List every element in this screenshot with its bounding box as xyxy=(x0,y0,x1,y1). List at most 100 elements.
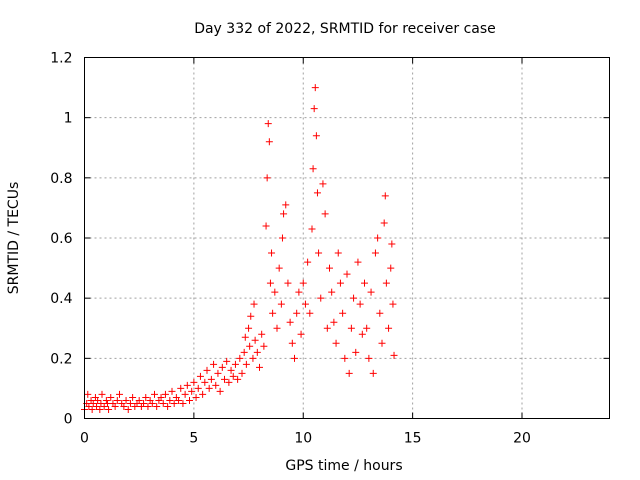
data-point-marker xyxy=(385,324,393,332)
data-point-marker xyxy=(326,264,333,272)
data-point-marker xyxy=(343,270,351,278)
data-point-marker xyxy=(97,399,105,407)
data-point-marker xyxy=(170,399,178,407)
data-point-marker xyxy=(286,318,294,326)
data-point-marker xyxy=(166,396,174,404)
data-point-marker xyxy=(275,264,283,272)
data-point-marker xyxy=(223,357,231,365)
y-tick-label: 0.8 xyxy=(50,171,72,187)
data-point-marker xyxy=(361,279,368,287)
data-point-marker xyxy=(164,402,172,410)
data-point-marker xyxy=(194,384,202,392)
data-point-marker xyxy=(262,222,270,230)
data-point-marker xyxy=(201,378,209,386)
data-point-marker xyxy=(389,300,397,308)
x-tick-label: 0 xyxy=(80,431,89,447)
chart-title: Day 332 of 2022, SRMTID for receiver cas… xyxy=(194,21,496,37)
data-point-marker xyxy=(358,330,366,338)
data-point-marker xyxy=(376,309,384,317)
data-point-marker xyxy=(293,309,301,317)
data-point-marker xyxy=(332,339,340,347)
data-point-marker xyxy=(264,120,272,128)
y-tick-label: 0.4 xyxy=(50,291,72,307)
data-point-marker xyxy=(238,369,246,377)
data-point-marker xyxy=(369,369,377,377)
data-point-marker xyxy=(142,393,150,401)
data-point-marker xyxy=(227,366,235,374)
data-point-marker xyxy=(107,393,115,401)
data-point-marker xyxy=(135,396,143,404)
data-point-marker xyxy=(280,210,288,218)
data-point-marker xyxy=(229,372,237,380)
data-point-marker xyxy=(251,336,259,344)
data-point-marker xyxy=(177,384,185,392)
data-point-marker xyxy=(102,396,110,404)
y-tick-label: 0.6 xyxy=(50,231,72,247)
axis-ticks xyxy=(84,57,610,419)
data-point-marker xyxy=(334,249,342,257)
data-point-marker xyxy=(277,300,285,308)
data-point-marker xyxy=(151,390,158,398)
data-point-marker xyxy=(84,390,92,398)
y-tick-label: 0 xyxy=(64,412,73,428)
data-point-marker xyxy=(288,339,296,347)
x-axis-title: GPS time / hours xyxy=(285,458,402,474)
data-point-marker xyxy=(311,84,319,92)
data-point-marker xyxy=(234,375,242,383)
data-point-marker xyxy=(179,399,187,407)
data-point-marker xyxy=(310,105,318,113)
y-tick-label: 1 xyxy=(64,111,73,127)
data-point-marker xyxy=(88,405,96,413)
data-point-marker xyxy=(309,165,317,173)
data-point-marker xyxy=(120,402,128,410)
data-point-marker xyxy=(240,348,248,356)
y-tick-labels: 0 0.2 0.4 0.6 0.8 1 1.2 xyxy=(50,51,72,428)
data-point-marker xyxy=(241,333,249,341)
data-point-marker xyxy=(250,300,258,308)
data-point-marker xyxy=(367,288,375,296)
data-point-marker xyxy=(382,279,390,287)
data-point-marker xyxy=(159,399,167,407)
data-point-marker xyxy=(207,375,215,383)
data-point-marker xyxy=(291,354,298,362)
data-point-marker xyxy=(341,354,349,362)
data-point-marker xyxy=(181,390,189,398)
data-point-marker xyxy=(299,279,307,287)
data-point-marker xyxy=(186,396,193,404)
data-point-marker xyxy=(356,300,364,308)
data-point-marker xyxy=(256,363,263,371)
data-point-marker xyxy=(148,399,156,407)
data-point-marker xyxy=(140,399,148,407)
data-point-marker xyxy=(315,249,323,257)
data-point-marker xyxy=(354,258,362,266)
data-point-marker xyxy=(350,294,358,302)
data-point-marker xyxy=(263,174,271,182)
data-points xyxy=(81,84,398,413)
data-point-marker xyxy=(144,402,152,410)
data-point-marker xyxy=(374,234,382,242)
data-point-marker xyxy=(126,399,134,407)
data-point-marker xyxy=(122,396,130,404)
x-tick-label: 5 xyxy=(189,431,198,447)
data-point-marker xyxy=(105,405,113,413)
data-point-marker xyxy=(98,390,106,398)
data-point-marker xyxy=(96,405,104,413)
data-point-marker xyxy=(203,366,211,374)
data-point-marker xyxy=(273,324,281,332)
grid xyxy=(84,57,610,419)
data-point-marker xyxy=(225,378,233,386)
data-point-marker xyxy=(312,132,320,140)
data-point-marker xyxy=(210,360,218,368)
data-point-marker xyxy=(111,402,119,410)
data-point-marker xyxy=(378,339,386,347)
data-point-marker xyxy=(323,324,331,332)
data-point-marker xyxy=(336,279,344,287)
data-point-marker xyxy=(93,402,101,410)
data-point-marker xyxy=(192,393,200,401)
data-point-marker xyxy=(387,264,395,272)
data-point-marker xyxy=(190,378,198,386)
x-tick-label: 10 xyxy=(294,431,312,447)
data-point-marker xyxy=(295,288,303,296)
data-point-marker xyxy=(347,324,355,332)
